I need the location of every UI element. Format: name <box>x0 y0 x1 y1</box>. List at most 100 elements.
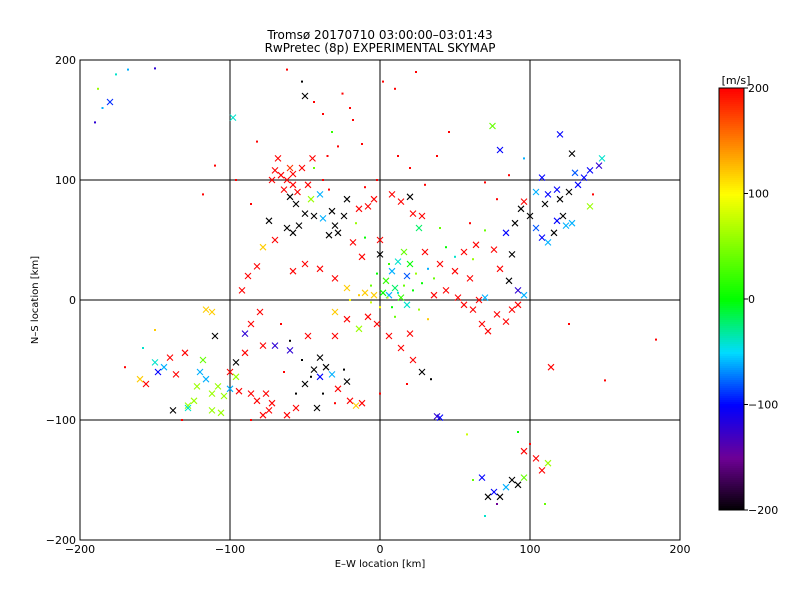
colorbar-strip <box>719 278 744 281</box>
data-point-cross <box>262 390 270 397</box>
colorbar-strip <box>719 260 744 263</box>
data-point-cross <box>286 193 294 201</box>
colorbar-strip <box>719 420 744 423</box>
colorbar-strip <box>719 130 744 133</box>
data-point-dot <box>181 419 183 421</box>
data-point-cross <box>514 287 522 294</box>
colorbar-strip <box>719 132 744 135</box>
data-point-cross <box>286 164 294 172</box>
data-point-dot <box>655 338 657 341</box>
data-point-dot <box>427 318 429 321</box>
grid-lines <box>80 60 680 540</box>
colorbar-strip <box>719 266 744 269</box>
data-point-dot <box>386 296 389 299</box>
data-point-cross <box>283 176 291 184</box>
colorbar-strip <box>719 424 744 427</box>
data-point-dot <box>433 277 435 280</box>
data-point-dot <box>115 73 117 76</box>
data-point-dot <box>370 284 372 287</box>
colorbar-strip <box>719 502 744 505</box>
data-point-cross <box>202 306 210 313</box>
data-point-dot <box>154 67 156 70</box>
data-point-cross <box>289 170 297 178</box>
data-point-dot <box>397 155 399 157</box>
colorbar-strip <box>719 216 744 219</box>
colorbar-strip <box>719 286 744 289</box>
data-point-dot <box>250 203 252 205</box>
colorbar-strip <box>719 118 744 121</box>
data-point-dot <box>472 258 474 261</box>
data-point-dot <box>154 329 156 331</box>
data-point-cross <box>364 203 372 210</box>
colorbar-strip <box>719 470 744 473</box>
data-point-dot <box>388 263 390 265</box>
colorbar-strip <box>719 142 744 145</box>
colorbar-strip <box>719 462 744 465</box>
colorbar-strip <box>719 106 744 109</box>
colorbar-strip <box>719 476 744 479</box>
data-point-dot <box>394 87 396 90</box>
data-point-cross <box>388 267 396 275</box>
data-point-cross <box>511 219 519 227</box>
data-point-cross <box>478 320 486 328</box>
data-point-dot <box>97 87 99 90</box>
data-point-cross <box>190 397 198 405</box>
colorbar-strip <box>719 494 744 497</box>
colorbar-strip <box>719 374 744 377</box>
data-point-cross <box>538 234 546 241</box>
colorbar-strip <box>719 362 744 365</box>
colorbar-strip <box>719 244 744 247</box>
data-point-cross <box>565 188 573 196</box>
data-point-cross <box>502 229 510 237</box>
data-point-dot <box>424 183 426 186</box>
data-point-dot <box>301 359 303 361</box>
colorbar-strip <box>719 372 744 375</box>
data-point-cross <box>343 378 351 385</box>
colorbar-strip <box>719 248 744 251</box>
data-point-dot <box>349 299 351 301</box>
colorbar-strip <box>719 134 744 137</box>
data-point-dot <box>331 131 333 133</box>
colorbar-strip <box>719 102 744 105</box>
colorbar-strip <box>719 180 744 183</box>
colorbar-strip <box>719 308 744 311</box>
colorbar-strip <box>719 506 744 509</box>
data-point-cross <box>226 385 234 393</box>
data-point-cross <box>268 176 276 184</box>
colorbar-strip <box>719 272 744 275</box>
colorbar-strip <box>719 202 744 205</box>
data-point-cross <box>292 404 300 412</box>
colorbar-strip <box>719 116 744 119</box>
data-point-dot <box>430 378 432 381</box>
data-point-cross <box>322 363 330 371</box>
data-point-dot <box>592 193 594 196</box>
data-point-dot <box>343 368 345 371</box>
colorbar-strip <box>719 98 744 101</box>
colorbar-strip <box>719 490 744 493</box>
data-point-dot <box>310 375 312 378</box>
data-point-dot <box>101 107 104 109</box>
data-point-dot <box>352 119 354 121</box>
data-point-cross <box>265 217 273 225</box>
colorbar-strip <box>719 412 744 415</box>
colorbar-strip <box>719 156 744 159</box>
data-point-cross <box>232 373 240 381</box>
colorbar-strip <box>719 126 744 129</box>
colorbar-strip <box>719 150 744 153</box>
data-point-cross <box>403 272 411 280</box>
data-point-cross <box>361 289 369 297</box>
data-point-dot <box>394 315 396 318</box>
colorbar-strip <box>719 120 744 123</box>
data-point-cross <box>489 122 496 130</box>
colorbar-strip <box>719 388 744 391</box>
colorbar-strip <box>719 340 744 343</box>
colorbar-strip <box>719 136 744 139</box>
data-point-dot <box>341 92 344 95</box>
data-point-dot <box>94 121 96 124</box>
colorbar-strip <box>719 184 744 187</box>
data-point-cross <box>160 363 168 371</box>
data-point-cross <box>217 409 225 417</box>
colorbar-strip <box>719 318 744 321</box>
colorbar-strip <box>719 88 744 91</box>
colorbar-strip <box>719 172 744 175</box>
